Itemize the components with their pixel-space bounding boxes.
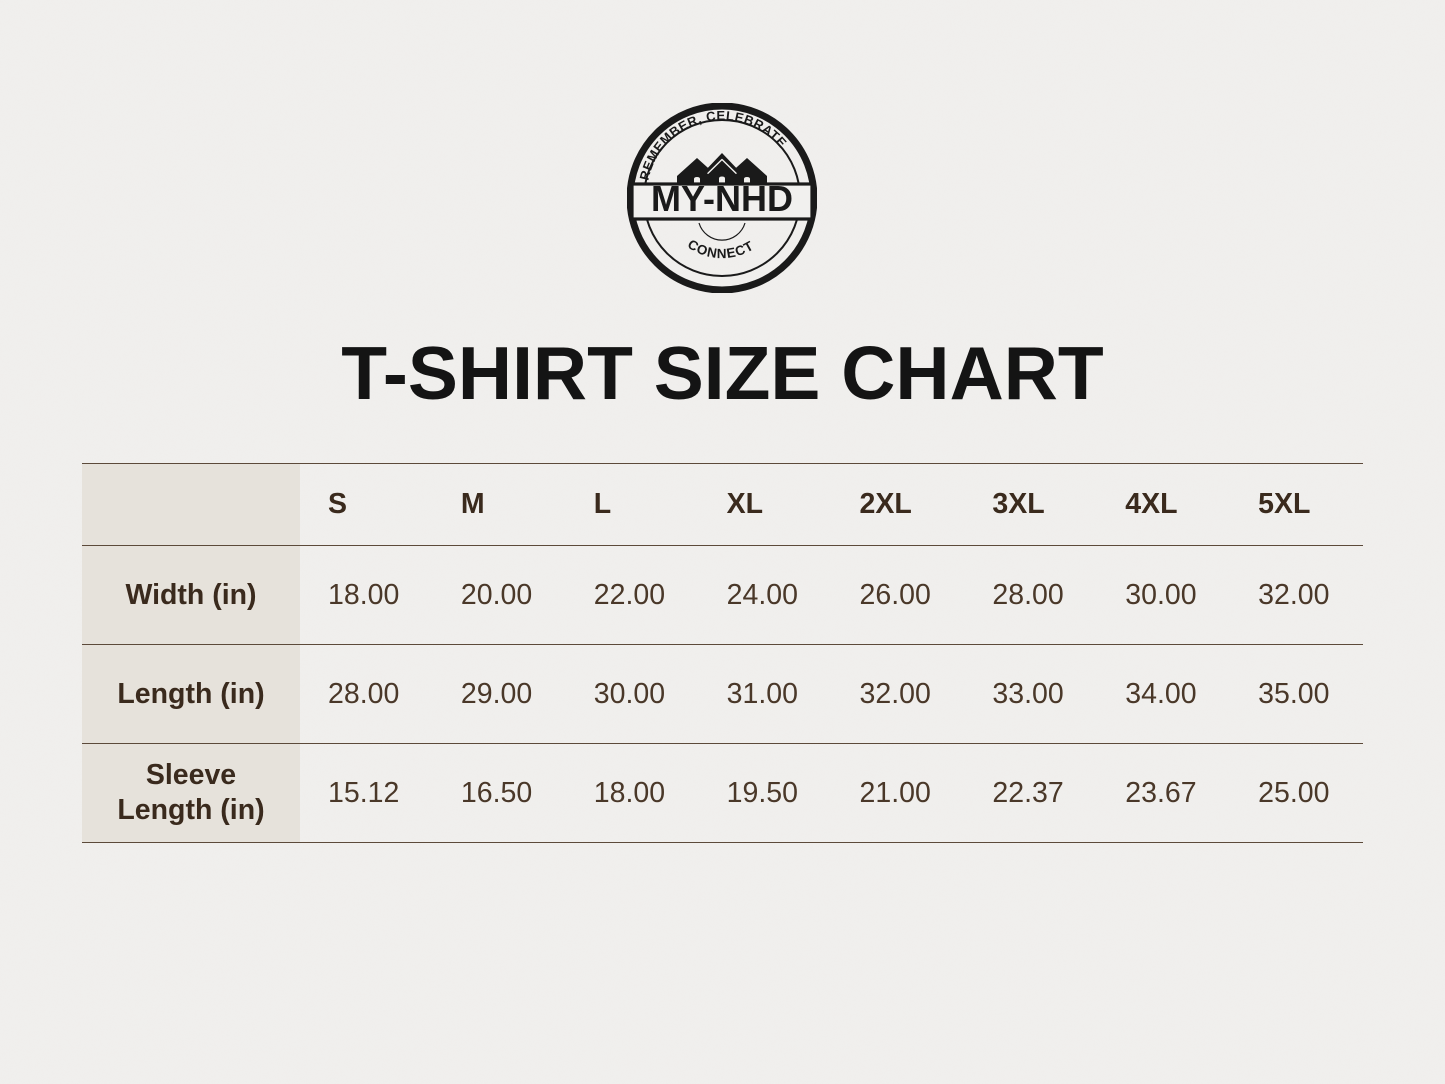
svg-text:MY-NHD: MY-NHD bbox=[651, 178, 793, 219]
